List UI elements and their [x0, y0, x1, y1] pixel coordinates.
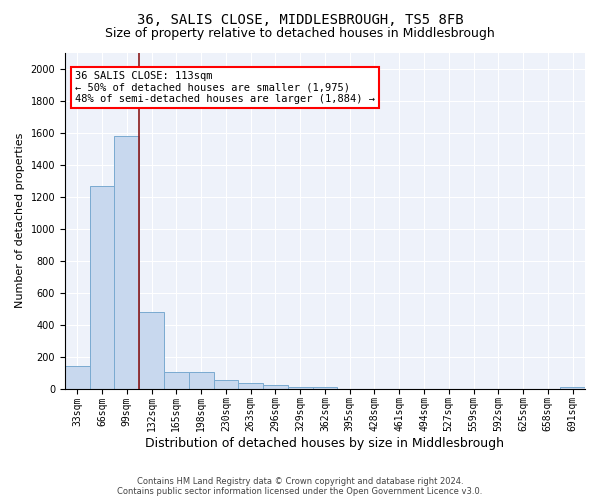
Bar — [238, 383, 263, 388]
Text: 36, SALIS CLOSE, MIDDLESBROUGH, TS5 8FB: 36, SALIS CLOSE, MIDDLESBROUGH, TS5 8FB — [137, 12, 463, 26]
Bar — [189, 372, 214, 388]
Text: 36 SALIS CLOSE: 113sqm
← 50% of detached houses are smaller (1,975)
48% of semi-: 36 SALIS CLOSE: 113sqm ← 50% of detached… — [76, 71, 376, 104]
Text: Size of property relative to detached houses in Middlesbrough: Size of property relative to detached ho… — [105, 28, 495, 40]
Bar — [115, 136, 139, 388]
Bar — [89, 186, 115, 388]
Bar — [313, 387, 337, 388]
Bar — [214, 380, 238, 388]
Bar — [560, 387, 585, 388]
Bar — [139, 312, 164, 388]
Y-axis label: Number of detached properties: Number of detached properties — [15, 133, 25, 308]
Bar — [65, 366, 89, 388]
Bar — [164, 372, 189, 388]
Bar — [288, 387, 313, 388]
X-axis label: Distribution of detached houses by size in Middlesbrough: Distribution of detached houses by size … — [145, 437, 505, 450]
Bar — [263, 386, 288, 388]
Text: Contains HM Land Registry data © Crown copyright and database right 2024.
Contai: Contains HM Land Registry data © Crown c… — [118, 476, 482, 496]
